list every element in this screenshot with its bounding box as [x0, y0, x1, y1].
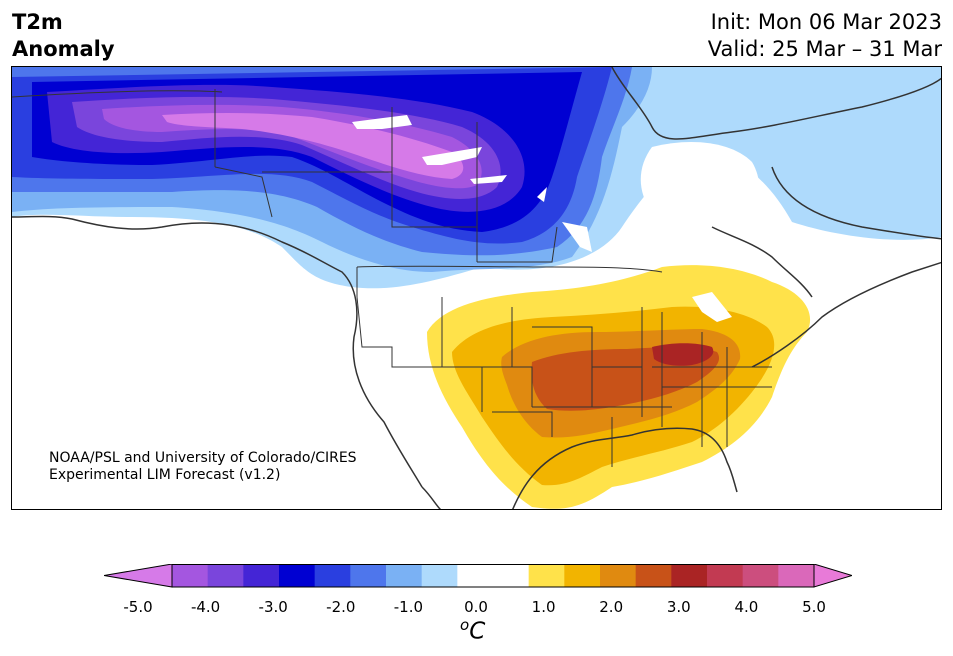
colorbar-cell — [279, 564, 316, 587]
colorbar-cell — [350, 564, 387, 587]
colorbar-cell — [493, 564, 530, 587]
colorbar-cell — [421, 564, 458, 587]
colorbar-outline — [171, 564, 815, 588]
colorbar-tick-label: 5.0 — [802, 598, 826, 616]
colorbar-tick-label: -2.0 — [326, 598, 356, 616]
colorbar-tick-label: 2.0 — [599, 598, 624, 616]
colorbar-cell — [600, 564, 637, 587]
colorbar-cell — [314, 564, 351, 587]
valid-range: Valid: 25 Mar – 31 Mar — [707, 37, 942, 61]
colorbar-cell — [243, 564, 280, 587]
colorbar-cell — [707, 564, 744, 587]
credit-text: NOAA/PSL and University of Colorado/CIRE… — [49, 450, 357, 484]
colorbar-units: oC — [460, 616, 485, 645]
colorbar-upper-extension — [813, 564, 852, 588]
warm-anomaly-region — [427, 265, 811, 509]
map-canvas — [12, 67, 941, 509]
coastlines — [12, 67, 941, 509]
colorbar-tick-label: 0.0 — [464, 598, 488, 616]
colorbar — [104, 564, 852, 588]
units-base: C — [469, 618, 486, 645]
colorbar-tick-label: -1.0 — [393, 598, 424, 616]
init-date: Init: Mon 06 Mar 2023 — [710, 10, 942, 34]
map-title: T2m Anomaly — [12, 9, 115, 63]
colorbar-tick-label: -5.0 — [123, 598, 153, 616]
colorbar-tick-label: 4.0 — [734, 598, 759, 616]
title-line-1: T2m — [12, 10, 63, 34]
colorbar-tick-label: 3.0 — [666, 598, 691, 616]
credit-line-2: Experimental LIM Forecast (v1.2) — [49, 467, 281, 483]
forecast-dates: Init: Mon 06 Mar 2023 Valid: 25 Mar – 31… — [708, 9, 942, 63]
colorbar-cell — [778, 564, 815, 587]
colorbar-cell — [528, 564, 565, 587]
units-superscript: o — [460, 616, 470, 634]
colorbar-cell — [172, 564, 209, 587]
colorbar-cell — [207, 564, 244, 587]
credit-line-1: NOAA/PSL and University of Colorado/CIRE… — [49, 450, 357, 466]
colorbar-tick-label: -4.0 — [190, 598, 221, 616]
colorbar-cell — [635, 564, 672, 587]
colorbar-cell — [457, 564, 494, 587]
colorbar-lower-extension — [104, 564, 173, 588]
anomaly-map — [11, 66, 942, 510]
colorbar-tick-label: -3.0 — [258, 598, 288, 616]
state-province-borders — [12, 89, 772, 467]
colorbar-cell — [671, 564, 708, 587]
colorbar-cell — [386, 564, 423, 587]
cold-anomaly-region — [12, 67, 941, 289]
colorbar-cell — [742, 564, 779, 587]
water-bodies — [352, 115, 760, 322]
colorbar-tick-label: 1.0 — [531, 598, 556, 616]
colorbar-cell — [564, 564, 601, 587]
colorbar-ticks: -5.0 -4.0 -3.0 -2.0 -1.0 0.0 1.0 2.0 3.0 4.0 5.0 — [0, 598, 953, 618]
title-line-2: Anomaly — [12, 37, 115, 61]
